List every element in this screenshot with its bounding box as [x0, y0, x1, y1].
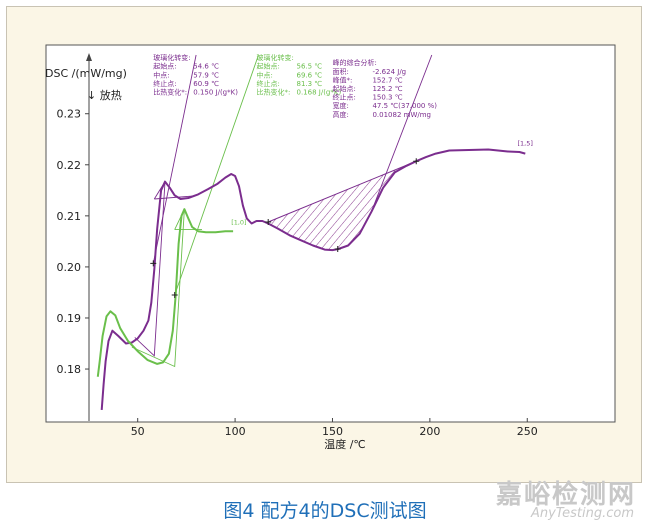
annotation-value: 0.01082 mW/mg [372, 111, 431, 119]
annotation-label: 中点: [257, 70, 273, 79]
x-tick-label: 250 [517, 425, 538, 438]
annotation-label: 起始点: [257, 62, 280, 71]
annotation-value: 125.2 ℃ [372, 85, 402, 93]
annotation-value: 54.6 ℃ [193, 63, 219, 71]
annotation-value: 0.150 J/(g*K) [193, 89, 238, 97]
cross-marker [171, 292, 178, 298]
peak-area-hatch [268, 161, 417, 251]
guide-line [174, 54, 259, 296]
series-line-green [96, 208, 234, 377]
annotation-label: 玻璃化转变: [257, 53, 294, 62]
annotation-label: 终止点: [257, 79, 280, 88]
cross-marker [150, 260, 157, 267]
y-axis-arrow [86, 53, 92, 61]
guide-line [134, 181, 166, 357]
annotation-value: 150.3 ℃ [372, 94, 402, 102]
annotation-value: 56.5 ℃ [297, 63, 323, 71]
dsc-chart: DSC /(mW/mg) ↓ 放热 温度 /℃ 0.18 0.19 0.20 0.21… [45, 44, 616, 451]
x-tick-label: 100 [225, 425, 246, 438]
watermark-en: AnyTesting.com [530, 506, 634, 521]
cross-marker [334, 246, 341, 253]
curve-end-label: [1,5] [518, 139, 533, 147]
annotation-label: 终止点: [332, 93, 355, 102]
annotation-value: 47.5 ℃(37.000 %) [372, 102, 437, 110]
annotation-label: 峰值*: [332, 75, 352, 84]
y-axis-direction-label: ↓ 放热 [87, 88, 122, 102]
cross-marker [265, 218, 272, 225]
annotation-value: 81.3 ℃ [297, 80, 323, 88]
y-tick-label: 0.19 [57, 312, 82, 325]
guide-line [152, 54, 197, 264]
y-tick-label: 0.22 [57, 159, 82, 172]
y-tick-label: 0.21 [57, 210, 82, 223]
y-tick-label: 0.23 [57, 108, 82, 121]
plot-marks: [1,0] [1,5] [96, 54, 533, 410]
annotation-value: 57.9 ℃ [193, 71, 219, 79]
annotation-label: 起始点: [332, 84, 355, 93]
series-line-purple [100, 148, 526, 410]
annotation-value: 152.7 ℃ [372, 76, 402, 84]
watermark-cn: 嘉峪检测网 [495, 480, 636, 510]
x-tick-label: 200 [419, 425, 440, 438]
x-tick-label: 50 [131, 425, 145, 438]
annotation-label: 面积: [332, 67, 348, 76]
guide-line [370, 54, 433, 212]
x-tick-label: 150 [322, 425, 343, 438]
annotation-label: 起始点: [153, 62, 176, 71]
annotation-label: 中点: [153, 70, 169, 79]
annotation-label: 高度: [332, 110, 348, 119]
annotation-value: 60.9 ℃ [193, 80, 219, 88]
y-tick-label: 0.18 [57, 363, 82, 376]
annotation-label: 终止点: [153, 79, 176, 88]
annotation-value: -2.624 J/g [372, 68, 406, 76]
figure-caption: 图4 配方4的DSC测试图 [223, 500, 427, 522]
chart-panel: DSC /(mW/mg) ↓ 放热 温度 /℃ 0.18 0.19 0.20 0.21… [6, 6, 642, 483]
annotation-value: 69.6 ℃ [297, 71, 323, 79]
axes: 0.18 0.19 0.20 0.21 0.22 0.23 50 100 150 200 250 [57, 53, 538, 438]
guide-line [131, 209, 185, 368]
curve-end-label: [1,0] [231, 219, 246, 227]
annotation-label: 宽度: [332, 101, 348, 110]
y-tick-label: 0.20 [57, 261, 82, 274]
annotation-value: 0.168 J/(g*K) [297, 89, 342, 97]
x-axis-label: 温度 /℃ [324, 437, 366, 451]
cross-marker [413, 158, 420, 165]
annotation-label: 比热变化*: [257, 88, 291, 97]
peak-baseline [268, 160, 417, 223]
y-axis-label: DSC /(mW/mg) [45, 67, 127, 80]
annotation-label: 玻璃化转变: [153, 53, 190, 62]
annotation-label: 比热变化*: [153, 88, 187, 97]
annotation-label: 峰的综合分析: [332, 58, 376, 67]
